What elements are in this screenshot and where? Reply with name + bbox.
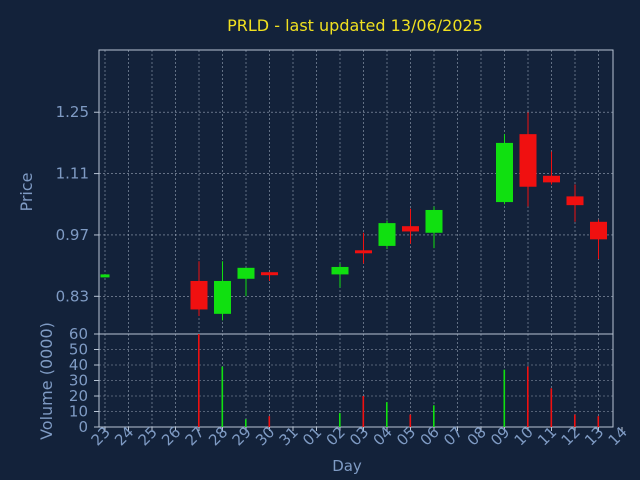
price-axis-label: Price — [17, 172, 36, 211]
candle-body — [237, 267, 255, 279]
price-tick-label: 1.11 — [56, 165, 89, 183]
candle-body — [402, 226, 419, 232]
price-panel: 0.83 0.97 1.11 1.25 Price — [17, 49, 614, 335]
candle-body — [261, 272, 278, 276]
candle-body — [425, 209, 443, 233]
volume-bar-30 — [268, 416, 271, 427]
chart-title: PRLD - last updated 13/06/2025 — [227, 16, 483, 35]
candle-05 — [402, 208, 419, 244]
candle-10 — [519, 112, 537, 207]
candle-body — [331, 266, 349, 275]
price-tick-label: 1.25 — [56, 103, 89, 121]
volume-bar-28 — [221, 366, 224, 427]
volume-axis-label: Volume (0000) — [37, 322, 56, 440]
volume-bar-13 — [597, 416, 600, 427]
volume-bar-03 — [362, 396, 365, 427]
candle-06 — [425, 206, 443, 249]
volume-bar-05 — [409, 414, 412, 427]
candle-body — [214, 280, 231, 314]
candle-04 — [378, 220, 396, 249]
candle-body — [590, 221, 607, 240]
volume-tick-label: 20 — [69, 387, 88, 405]
candle-30 — [261, 272, 278, 281]
candle-body — [190, 280, 208, 310]
candle-23 — [100, 274, 110, 278]
candle-02 — [331, 263, 349, 288]
candle-body — [355, 250, 372, 254]
x-axis-ticks: 2324252627282930310102030405060708091011… — [88, 423, 631, 449]
price-y-ticks: 0.83 0.97 1.11 1.25 — [56, 103, 99, 305]
candle-27 — [190, 261, 208, 317]
candle-body — [378, 223, 396, 246]
candle-28 — [214, 261, 231, 321]
volume-bar-06 — [433, 405, 435, 427]
volume-tick-label: 50 — [69, 341, 88, 359]
volume-bar-27 — [198, 334, 200, 427]
volume-bar-10 — [527, 366, 529, 427]
price-tick-label: 0.83 — [56, 287, 89, 305]
volume-tick-label: 40 — [69, 356, 88, 374]
volume-bar-04 — [386, 402, 388, 427]
candle-03 — [355, 232, 372, 264]
volume-tick-label: 10 — [69, 403, 88, 421]
candle-body — [100, 274, 110, 278]
volume-bar-29 — [245, 419, 247, 427]
volume-tick-label: 0 — [78, 418, 88, 436]
x-axis-label: Day — [332, 457, 362, 475]
candles — [100, 112, 607, 321]
candle-12 — [566, 184, 584, 222]
volume-bars — [198, 334, 600, 427]
volume-bar-09 — [503, 369, 506, 427]
volume-tick-label: 60 — [69, 325, 88, 343]
candle-body — [496, 142, 513, 203]
volume-tick-label: 30 — [69, 372, 88, 390]
candle-body — [543, 175, 560, 183]
candle-29 — [237, 267, 255, 297]
candle-09 — [496, 134, 513, 205]
volume-bar-11 — [550, 388, 553, 427]
candle-11 — [543, 151, 560, 185]
volume-bar-12 — [574, 414, 576, 427]
candle-13 — [590, 219, 607, 260]
candle-body — [519, 134, 537, 187]
volume-bar-02 — [339, 413, 341, 427]
price-tick-label: 0.97 — [56, 226, 89, 244]
candle-body — [566, 196, 584, 206]
